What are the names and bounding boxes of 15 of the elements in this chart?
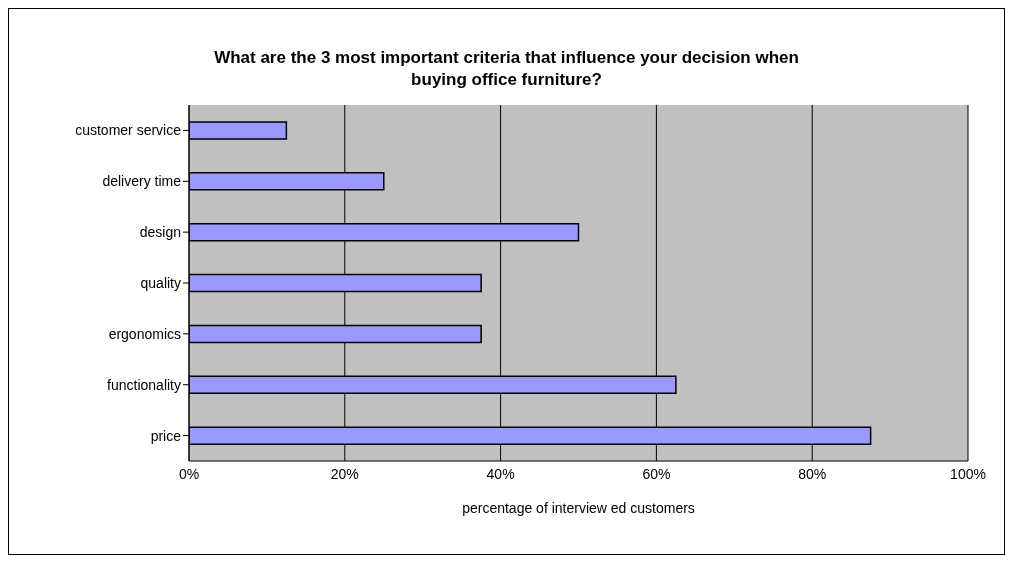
y-tick-label: quality — [140, 274, 181, 291]
x-tick-label: 0% — [178, 465, 200, 482]
y-tick-label: ergonomics — [108, 325, 181, 342]
y-tick-label: design — [139, 224, 181, 241]
x-tick-label: 60% — [642, 465, 671, 482]
x-tick-label: 20% — [330, 465, 359, 482]
x-axis-title: percentage of interview ed customers — [462, 500, 695, 516]
x-tick-label: 80% — [798, 465, 827, 482]
y-tick-label: functionality — [107, 376, 181, 393]
x-tick-label: 100% — [950, 465, 986, 482]
y-tick-label: price — [150, 427, 182, 444]
y-tick-label: delivery time — [102, 173, 182, 190]
x-tick-label: 40% — [486, 465, 515, 482]
y-tick-label: customer service — [75, 122, 182, 139]
chart-title: What are the 3 most important criteria that influence your decision when buying office furniture? — [213, 47, 800, 91]
